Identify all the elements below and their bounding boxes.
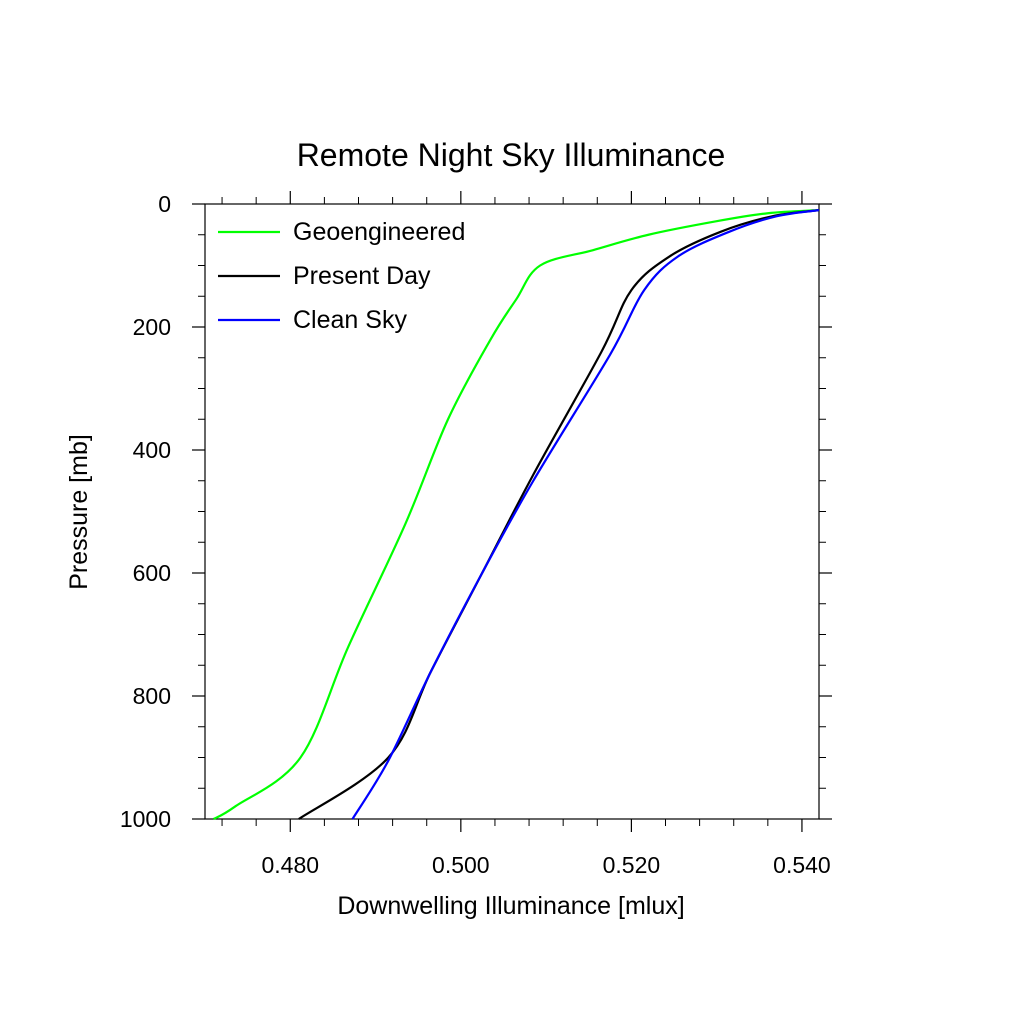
y-tick-label: 0: [158, 191, 171, 217]
x-tick-label: 0.540: [773, 852, 831, 878]
legend: Geoengineered Present Day Clean Sky: [218, 218, 465, 334]
y-axis-label: Pressure [mb]: [65, 434, 93, 590]
y-tick-label: 800: [133, 683, 171, 709]
chart-title: Remote Night Sky Illuminance: [297, 137, 726, 173]
series-line-clean-sky: [351, 209, 820, 820]
y-tick-label: 1000: [120, 806, 171, 832]
legend-label-geoengineered: Geoengineered: [293, 218, 465, 246]
series-line-present-day: [298, 209, 820, 820]
plot-area: 0.480 0.500 0.520 0.540 0 200 400 600 800 1000: [120, 191, 832, 878]
x-axis-label: Downwelling Illuminance [mlux]: [337, 892, 684, 920]
y-tick-label: 400: [133, 437, 171, 463]
x-tick-label: 0.500: [432, 852, 490, 878]
series-line-geoengineered: [212, 209, 820, 820]
plot-frame: [204, 203, 820, 820]
x-tick-label: 0.480: [261, 852, 319, 878]
legend-label-present-day: Present Day: [293, 262, 431, 290]
y-tick-label: 600: [133, 560, 171, 586]
y-tick-label: 200: [133, 314, 171, 340]
legend-label-clean-sky: Clean Sky: [293, 306, 407, 334]
x-tick-label: 0.520: [603, 852, 661, 878]
